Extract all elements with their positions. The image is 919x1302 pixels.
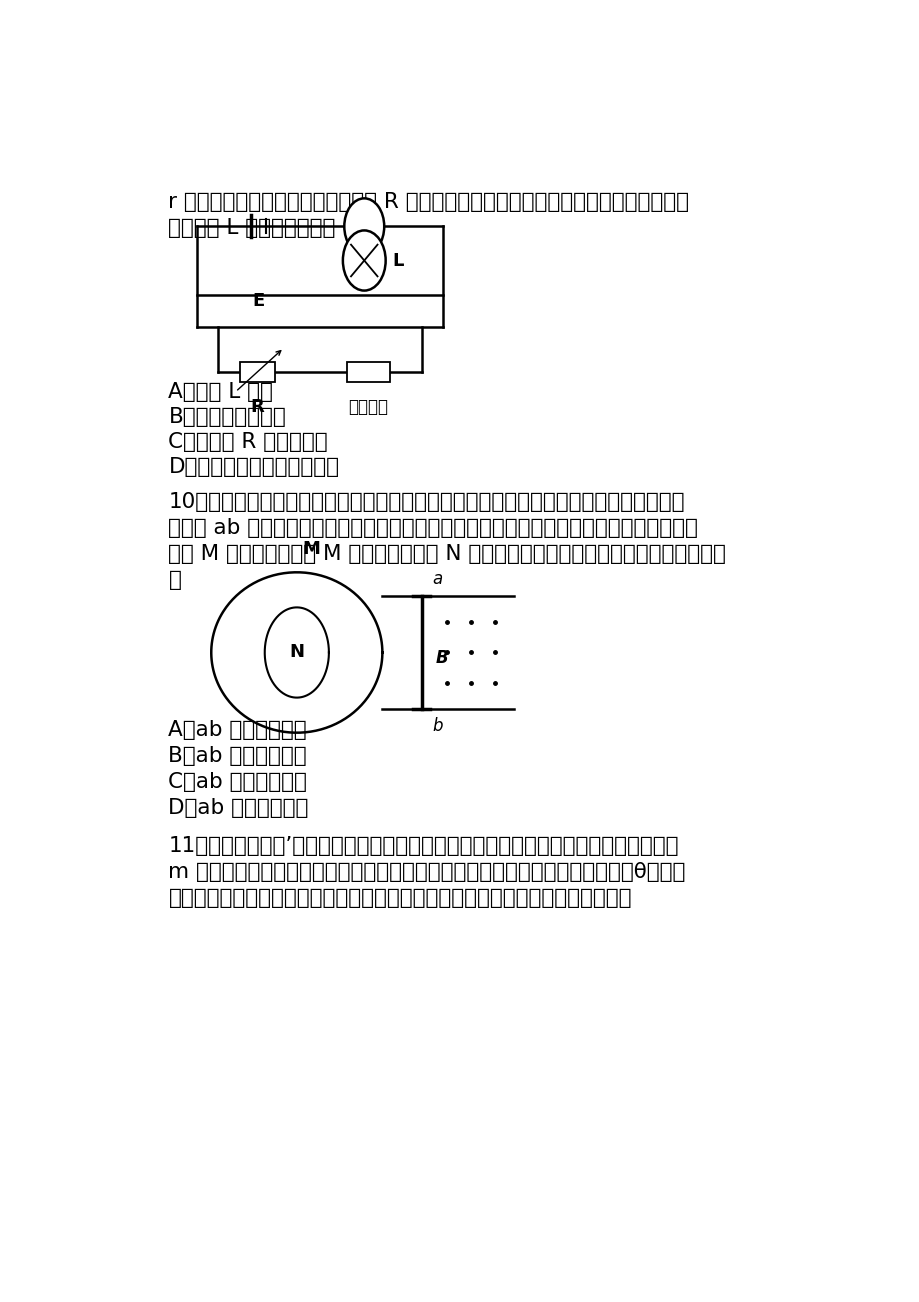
Text: m 的小球，线的另一端拴在筱子的顶板上，现把细线和球拉到左侧与绝直方向成θ角处静: m 的小球，线的另一端拴在筱子的顶板上，现把细线和球拉到左侧与绝直方向成θ角处静 <box>168 862 685 881</box>
Text: R: R <box>251 398 264 415</box>
Text: A．ab 匀速向右运动: A．ab 匀速向右运动 <box>168 720 307 740</box>
Text: （设电灯 L 不会烧坏），则: （设电灯 L 不会烧坏），则 <box>168 219 335 238</box>
Text: 是: 是 <box>168 570 181 590</box>
Text: D．ab 匀速向左运动: D．ab 匀速向左运动 <box>168 798 309 818</box>
Text: 磁敏电阻: 磁敏电阻 <box>347 398 388 415</box>
Text: a: a <box>432 570 442 589</box>
Text: N: N <box>289 643 304 661</box>
FancyBboxPatch shape <box>240 362 275 381</box>
Text: B．ab 加速向右运动: B．ab 加速向右运动 <box>168 746 307 766</box>
Text: B．电流表示数增大: B．电流表示数增大 <box>168 406 286 427</box>
Text: r 不变，在没有磁场时，条件变阵器 R 使电灯发光，当探测装置从无磁场区进入强磁场区: r 不变，在没有磁场时，条件变阵器 R 使电灯发光，当探测装置从无磁场区进入强磁… <box>168 193 688 212</box>
Text: C．ab 加速向左运动: C．ab 加速向左运动 <box>168 772 307 792</box>
Circle shape <box>343 230 385 290</box>
Text: 线圈 M 相接，欲使置于 M 内的小闭合线圈 N 产生顺时针方向的感应电流，下列做法可行的: 线圈 M 相接，欲使置于 M 内的小闭合线圈 N 产生顺时针方向的感应电流，下列… <box>168 544 726 564</box>
Text: A．电灯 L 变亮: A．电灯 L 变亮 <box>168 381 273 402</box>
Text: b: b <box>432 716 442 734</box>
Text: L: L <box>392 251 403 270</box>
Circle shape <box>344 198 384 254</box>
FancyBboxPatch shape <box>346 362 389 381</box>
Text: 10．如图所示，在有界匀强磁场中水平放置相互平行的金属导轨，导轨电阵不计，导轨上: 10．如图所示，在有界匀强磁场中水平放置相互平行的金属导轨，导轨电阵不计，导轨上 <box>168 492 685 512</box>
Text: 止释放，如图所示，在小球摇动的过程中筱子始终保持静止，则以下判断正确的是: 止释放，如图所示，在小球摇动的过程中筱子始终保持静止，则以下判断正确的是 <box>168 888 631 907</box>
Text: C．变阵器 R 的功率增大: C．变阵器 R 的功率增大 <box>168 432 328 452</box>
Text: M: M <box>301 540 320 559</box>
Text: 11．一个质量为ｍ’的筱子放在水平地面上，筱内用一段固定长度的轻质细线栓一质量为: 11．一个质量为ｍ’的筱子放在水平地面上，筱内用一段固定长度的轻质细线栓一质量为 <box>168 836 678 855</box>
Text: 金属杆 ab 与导线接触良好，磁感线垂直导轨平面向上（俧视图），导轨与处于磁场外的大: 金属杆 ab 与导线接触良好，磁感线垂直导轨平面向上（俧视图），导轨与处于磁场外… <box>168 518 698 538</box>
Text: B: B <box>436 648 448 667</box>
Text: D．磁敏电阵两端的电压减小: D．磁敏电阵两端的电压减小 <box>168 457 339 477</box>
Text: A: A <box>357 217 370 236</box>
Text: E: E <box>252 292 265 310</box>
